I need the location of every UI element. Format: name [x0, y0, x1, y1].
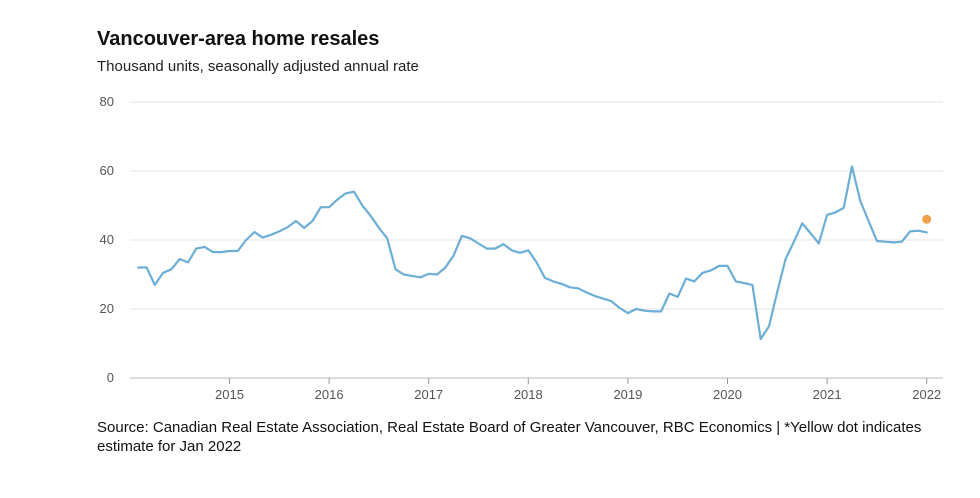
y-tick-label: 80	[100, 94, 114, 109]
y-axis-ticks: 0 20 40 60 80	[100, 94, 114, 385]
x-tick-label: 2018	[514, 387, 543, 402]
series-line-0	[137, 165, 928, 341]
x-tick-label: 2019	[613, 387, 642, 402]
chart-title: Vancouver-area home resales	[97, 28, 380, 50]
source-note: Source: Canadian Real Estate Association…	[97, 419, 922, 455]
y-tick-label: 20	[100, 301, 114, 316]
y-tick-label: 60	[100, 163, 114, 178]
x-axis: 2015 2016 2017 2018 2019 2020 2021 2022	[215, 378, 941, 402]
x-tick-label: 2021	[813, 387, 842, 402]
x-tick-label: 2022	[912, 387, 941, 402]
x-tick-label: 2020	[713, 387, 742, 402]
x-tick-label: 2016	[315, 387, 344, 402]
estimate-point	[922, 214, 932, 224]
gridlines	[130, 101, 943, 379]
y-tick-label: 40	[100, 232, 114, 247]
series-group	[137, 165, 932, 341]
x-tick-label: 2017	[414, 387, 443, 402]
y-tick-label: 0	[107, 370, 114, 385]
chart-subtitle: Thousand units, seasonally adjusted annu…	[97, 58, 419, 75]
x-tick-label: 2015	[215, 387, 244, 402]
